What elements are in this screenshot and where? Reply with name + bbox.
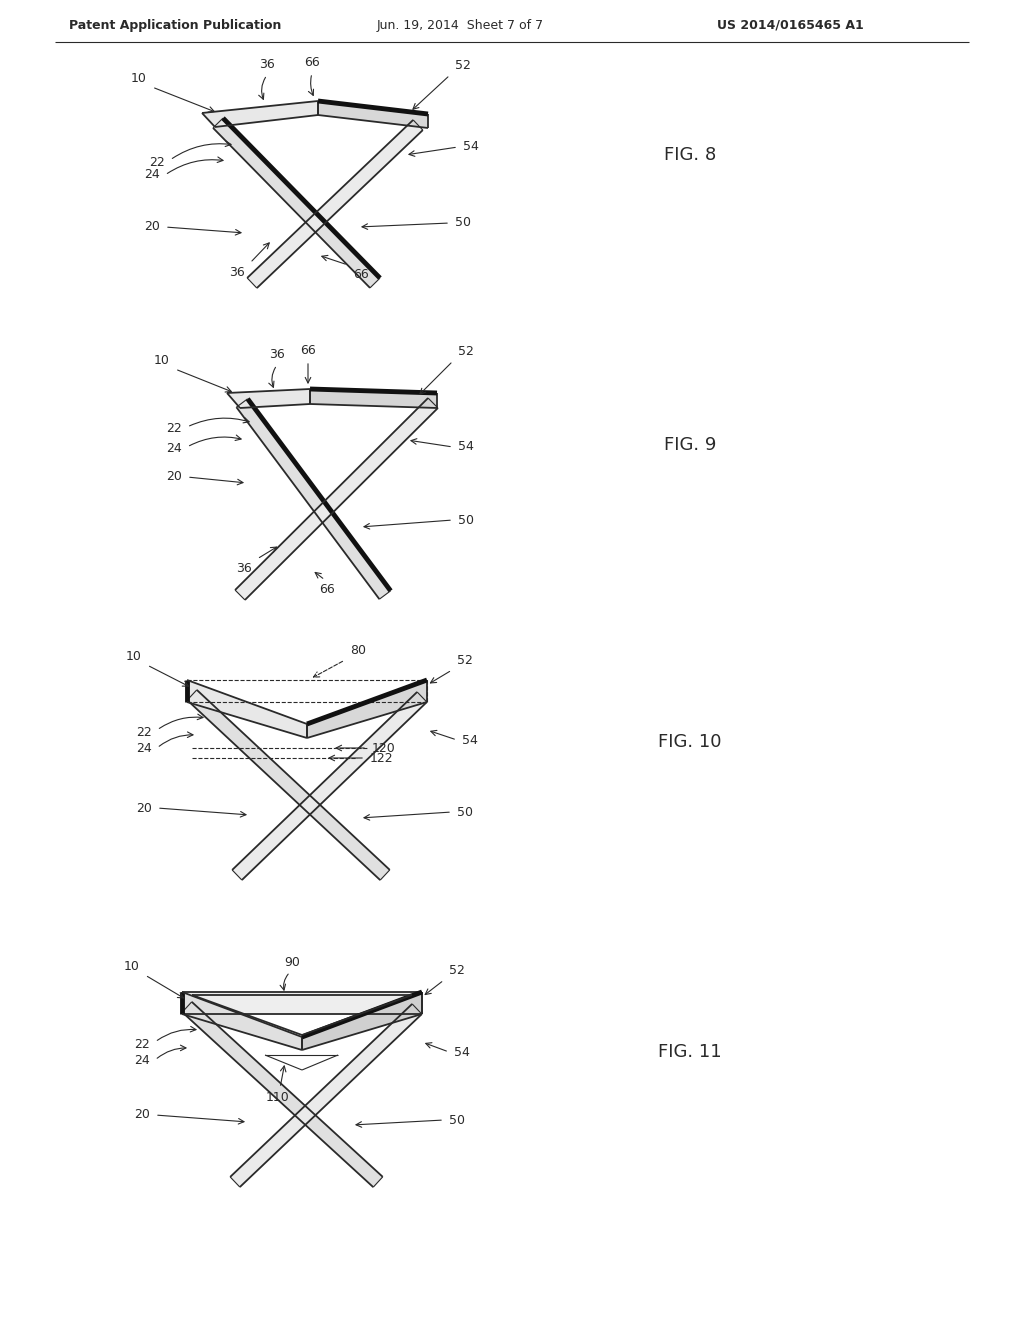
Text: 66: 66: [304, 55, 319, 69]
Text: 10: 10: [124, 960, 140, 973]
Text: 66: 66: [300, 345, 315, 356]
Text: 52: 52: [457, 653, 473, 667]
Text: 10: 10: [155, 354, 170, 367]
Text: 90: 90: [284, 956, 300, 969]
Text: 20: 20: [136, 801, 152, 814]
Text: 110: 110: [266, 1092, 290, 1104]
Text: 24: 24: [136, 742, 152, 755]
Polygon shape: [182, 1002, 383, 1187]
Text: 22: 22: [134, 1038, 150, 1051]
Text: 50: 50: [449, 1114, 465, 1126]
Polygon shape: [213, 117, 380, 288]
Text: 36: 36: [259, 58, 274, 71]
Text: 22: 22: [136, 726, 152, 738]
Text: 10: 10: [126, 649, 142, 663]
Text: Jun. 19, 2014  Sheet 7 of 7: Jun. 19, 2014 Sheet 7 of 7: [377, 18, 544, 32]
Text: 54: 54: [458, 441, 474, 454]
Polygon shape: [237, 399, 390, 599]
Text: 80: 80: [350, 644, 366, 657]
Text: 66: 66: [353, 268, 369, 281]
Text: 120: 120: [372, 742, 395, 755]
Text: 20: 20: [144, 220, 160, 234]
Polygon shape: [187, 690, 390, 880]
Text: 36: 36: [237, 562, 252, 576]
Text: 50: 50: [455, 216, 471, 230]
Polygon shape: [202, 102, 318, 127]
Text: 50: 50: [458, 513, 474, 527]
Polygon shape: [318, 102, 428, 128]
Text: 24: 24: [134, 1053, 150, 1067]
Polygon shape: [310, 389, 437, 408]
Text: 22: 22: [166, 422, 182, 436]
Polygon shape: [182, 993, 422, 1014]
Polygon shape: [227, 389, 310, 408]
Text: 54: 54: [462, 734, 478, 747]
Text: 22: 22: [150, 156, 165, 169]
Text: 24: 24: [144, 169, 160, 181]
Text: 24: 24: [166, 442, 182, 455]
Polygon shape: [247, 120, 423, 288]
Text: 20: 20: [134, 1109, 150, 1122]
Polygon shape: [236, 399, 438, 601]
Polygon shape: [307, 680, 427, 738]
Text: FIG. 10: FIG. 10: [658, 733, 722, 751]
Text: 52: 52: [458, 345, 474, 358]
Polygon shape: [302, 993, 422, 1049]
Text: US 2014/0165465 A1: US 2014/0165465 A1: [717, 18, 863, 32]
Text: 52: 52: [455, 59, 471, 73]
Text: FIG. 8: FIG. 8: [664, 147, 716, 164]
Text: Patent Application Publication: Patent Application Publication: [69, 18, 282, 32]
Text: 36: 36: [269, 348, 285, 360]
Text: 54: 54: [454, 1045, 470, 1059]
Polygon shape: [230, 1005, 422, 1187]
Text: 10: 10: [131, 73, 147, 84]
Text: 66: 66: [319, 583, 335, 597]
Text: 20: 20: [166, 470, 182, 483]
Polygon shape: [182, 993, 302, 1049]
Text: FIG. 9: FIG. 9: [664, 436, 716, 454]
Text: 36: 36: [229, 267, 245, 279]
Text: 54: 54: [463, 140, 479, 153]
Text: FIG. 11: FIG. 11: [658, 1043, 722, 1061]
Polygon shape: [232, 692, 427, 880]
Text: 52: 52: [449, 964, 465, 977]
Polygon shape: [187, 680, 307, 738]
Text: 122: 122: [370, 751, 393, 764]
Text: 50: 50: [457, 805, 473, 818]
